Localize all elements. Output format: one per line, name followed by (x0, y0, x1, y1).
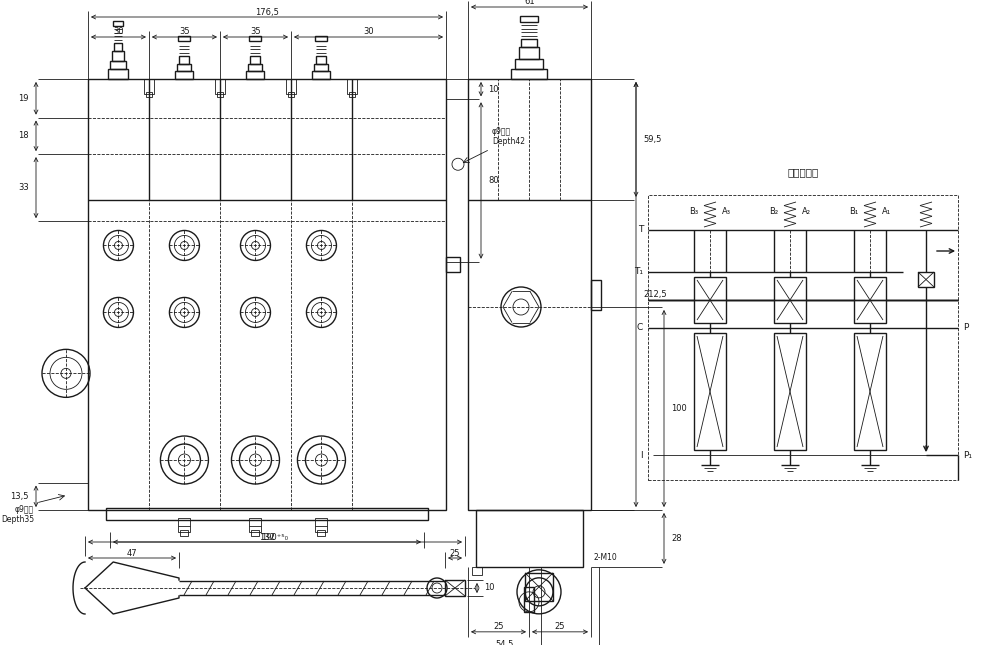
Text: 80: 80 (488, 176, 499, 185)
Bar (312, 71, 330, 79)
Text: φ9盲孔
Depth35: φ9盲孔 Depth35 (1, 505, 34, 524)
Text: B₂: B₂ (769, 208, 779, 217)
Bar (88, 79, 446, 510)
Text: B₃: B₃ (689, 208, 699, 217)
Bar (179, 56, 189, 64)
Bar (524, 587, 534, 612)
Bar (468, 79, 591, 510)
Text: 13,5: 13,5 (10, 491, 29, 501)
Bar (251, 530, 259, 536)
Bar (854, 333, 886, 450)
Bar (349, 92, 355, 97)
Text: 212,5: 212,5 (643, 290, 667, 299)
Bar (472, 567, 482, 575)
Bar (476, 510, 583, 567)
Text: 18: 18 (18, 132, 29, 141)
Bar (315, 518, 327, 532)
Text: 10: 10 (484, 584, 494, 593)
Bar (314, 64, 328, 71)
Text: 25: 25 (493, 622, 504, 631)
Bar (515, 59, 543, 69)
Bar (854, 277, 886, 323)
Bar (178, 518, 190, 532)
Bar (445, 580, 465, 596)
Text: P₁: P₁ (963, 450, 972, 459)
Bar (525, 573, 553, 601)
Text: 30: 30 (113, 28, 124, 37)
Bar (249, 518, 261, 532)
Bar (774, 333, 806, 450)
Bar (112, 51, 124, 61)
Bar (918, 272, 934, 287)
Text: 35: 35 (179, 28, 190, 37)
Bar (248, 64, 262, 71)
Text: A₂: A₂ (802, 208, 810, 217)
Bar (286, 79, 296, 94)
Text: B₁: B₁ (849, 208, 859, 217)
Bar (108, 69, 128, 79)
Text: 2-M10: 2-M10 (593, 553, 617, 562)
Text: 54,5: 54,5 (495, 640, 514, 645)
Bar (178, 36, 190, 41)
Text: φ9盲孔
Depth42: φ9盲孔 Depth42 (492, 127, 525, 146)
Bar (694, 333, 726, 450)
Text: 59,5: 59,5 (643, 135, 661, 144)
Bar (180, 530, 188, 536)
Text: 132: 132 (259, 533, 275, 542)
Bar (110, 61, 126, 69)
Text: 33: 33 (18, 183, 29, 192)
Bar (249, 36, 261, 41)
Text: 190⁺⁵₀: 190⁺⁵₀ (262, 533, 288, 542)
Text: 100: 100 (671, 404, 687, 413)
Bar (347, 79, 357, 94)
Text: T: T (638, 226, 643, 235)
Text: T₁: T₁ (634, 268, 643, 277)
Bar (519, 47, 539, 59)
Text: 35: 35 (250, 28, 261, 37)
Bar (113, 21, 123, 26)
Bar (774, 277, 806, 323)
Text: A₁: A₁ (881, 208, 891, 217)
Bar (446, 257, 460, 272)
Text: A₃: A₃ (722, 208, 730, 217)
Text: 10: 10 (488, 84, 498, 94)
Text: 液压原理图: 液压原理图 (787, 167, 819, 177)
Bar (315, 36, 327, 41)
Bar (144, 79, 154, 94)
Bar (175, 71, 193, 79)
Bar (591, 280, 601, 310)
Text: 28: 28 (671, 534, 682, 543)
Bar (694, 277, 726, 323)
Text: 61: 61 (524, 0, 535, 6)
Text: 19: 19 (18, 94, 29, 103)
Text: 25: 25 (555, 622, 565, 631)
Bar (521, 39, 537, 47)
Bar (317, 530, 325, 536)
Text: 25: 25 (450, 548, 460, 557)
Text: I: I (640, 450, 643, 459)
Bar (106, 508, 428, 520)
Bar (215, 79, 225, 94)
Text: P: P (963, 324, 968, 333)
Text: 176,5: 176,5 (255, 8, 279, 17)
Text: C: C (637, 324, 643, 333)
Text: 47: 47 (127, 548, 137, 557)
Bar (217, 92, 223, 97)
Bar (288, 92, 294, 97)
Bar (250, 56, 260, 64)
Bar (177, 64, 191, 71)
Text: 30: 30 (363, 28, 374, 37)
Bar (114, 43, 122, 51)
Bar (246, 71, 264, 79)
Bar (316, 56, 326, 64)
Bar (511, 69, 547, 79)
Bar (146, 92, 152, 97)
Bar (520, 16, 538, 22)
Bar (648, 195, 958, 480)
